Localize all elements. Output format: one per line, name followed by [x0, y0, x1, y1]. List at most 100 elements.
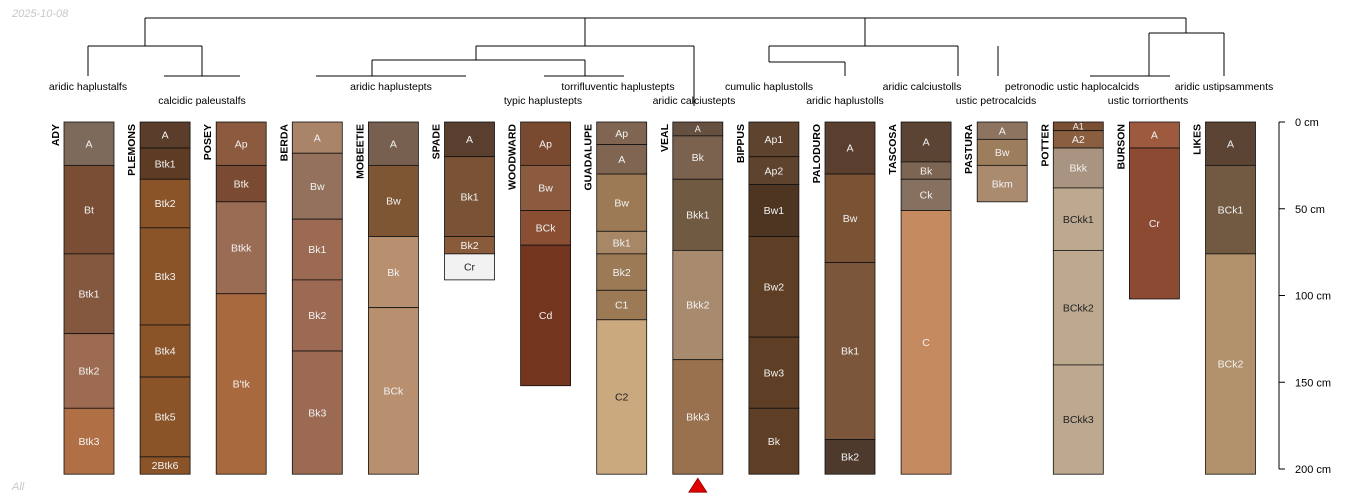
horizon-rect: [520, 164, 571, 211]
profile-name: LIKES: [1192, 124, 1204, 155]
horizon-label: Bk: [768, 436, 781, 448]
horizon-rect: [900, 210, 952, 475]
horizon-label: Cr: [464, 262, 476, 274]
horizon-rect: [139, 121, 191, 149]
horizon-label: C1: [615, 300, 629, 312]
horizon-rect: [824, 262, 876, 440]
horizon-rect: [900, 178, 952, 211]
horizon-label: Bw3: [764, 367, 785, 379]
horizon-label: Ck: [920, 190, 934, 202]
marker-triangle: [688, 477, 708, 493]
horizon-rect: [139, 147, 191, 180]
horizon-rect: [748, 156, 800, 185]
horizon-rect: [672, 178, 724, 251]
depth-tick-label: 150 cm: [1295, 377, 1331, 389]
taxonomic-label: aridic calciustepts: [653, 95, 736, 107]
horizon-label: A: [846, 143, 853, 155]
horizon-rect: [748, 407, 800, 475]
horizon-label: Bk: [920, 165, 933, 177]
taxonomic-label: aridic ustipsamments: [1175, 81, 1274, 93]
profile-name: ADY: [50, 124, 62, 146]
horizon-rect: [63, 121, 115, 166]
taxonomic-label: cumulic haplustolls: [725, 81, 813, 93]
horizon-label: Btk2: [78, 366, 99, 378]
horizon-label: Bw: [843, 213, 858, 225]
profile-name: BERDA: [278, 124, 290, 162]
horizon-label: Ap1: [765, 134, 784, 146]
profile-name: GUADALUPE: [583, 124, 595, 191]
horizon-label: A: [695, 124, 701, 134]
horizon-label: Bw: [310, 181, 325, 193]
horizon-rect: [824, 173, 876, 263]
taxonomic-label: aridic calciustolls: [883, 81, 962, 93]
horizon-label: A: [1227, 138, 1234, 150]
horizon-label: BCkk2: [1063, 302, 1094, 314]
horizon-label: 2Btk6: [152, 460, 179, 472]
horizon-rect: [291, 350, 343, 475]
horizon-label: Btk: [234, 178, 250, 190]
horizon-label: Bk1: [613, 237, 631, 249]
horizon-label: A: [466, 134, 473, 146]
profile-name: TASCOSA: [887, 124, 899, 175]
depth-tick-label: 200 cm: [1295, 464, 1331, 476]
horizon-label: BCk: [536, 223, 557, 235]
profile-name: POSEY: [202, 124, 214, 160]
horizon-label: A: [618, 154, 625, 166]
horizon-rect: [672, 249, 724, 361]
taxonomic-label: ustic torriorthents: [1108, 95, 1189, 107]
horizon-label: A: [162, 130, 169, 142]
profile-name: WOODWARD: [507, 124, 519, 190]
horizon-rect: [976, 164, 1028, 203]
horizon-label: Bw: [386, 196, 401, 208]
taxonomic-label: ustic petrocalcids: [956, 95, 1037, 107]
horizon-rect: [367, 307, 419, 475]
horizon-label: Bw1: [764, 205, 785, 217]
horizon-label: Bkk3: [686, 412, 710, 424]
horizon-rect: [215, 293, 267, 475]
horizon-label: Bkk: [1070, 163, 1088, 175]
horizon-label: Bk3: [308, 407, 326, 419]
horizon-rect: [139, 324, 191, 378]
horizon-label: BCk2: [1218, 359, 1244, 371]
horizon-label: Bt: [84, 204, 94, 216]
horizon-rect: [1052, 364, 1104, 475]
profile-name: BURSON: [1115, 124, 1127, 170]
horizon-rect: [596, 173, 648, 232]
horizon-label: BCk1: [1218, 204, 1244, 216]
horizon-rect: [748, 336, 800, 409]
horizon-label: BCkk1: [1063, 214, 1094, 226]
horizon-label: Ap: [615, 128, 628, 140]
profile-name: PALODURO: [811, 124, 823, 183]
horizon-rect: [1052, 249, 1104, 366]
horizon-rect: [63, 253, 115, 335]
date-stamp: 2025-10-08: [12, 8, 69, 20]
horizon-rect: [291, 121, 343, 154]
horizon-rect: [824, 121, 876, 175]
horizon-rect: [367, 164, 419, 237]
horizon-label: Btk4: [155, 346, 176, 358]
horizon-label: Bk2: [613, 267, 631, 279]
horizon-label: Bk: [692, 152, 705, 164]
depth-tick-label: 50 cm: [1295, 204, 1325, 216]
profile-name: SPADE: [431, 124, 443, 159]
horizon-rect: [215, 164, 267, 203]
horizon-label: Bk1: [308, 244, 326, 256]
horizon-label: Btkk: [231, 242, 252, 254]
horizon-label: Bw: [538, 183, 553, 195]
horizon-rect: [444, 156, 495, 237]
horizon-rect: [139, 376, 191, 458]
horizon-label: BCkk3: [1063, 414, 1094, 426]
horizon-label: A: [999, 125, 1006, 137]
horizon-rect: [748, 121, 800, 158]
horizon-rect: [1052, 147, 1104, 189]
horizon-label: Bk2: [460, 240, 478, 252]
horizon-label: B'tk: [233, 379, 251, 391]
horizon-label: Bw: [614, 197, 629, 209]
horizon-label: C: [922, 337, 930, 349]
taxonomic-label: aridic haplustolls: [806, 95, 884, 107]
horizon-rect: [1052, 187, 1104, 251]
horizon-label: Bk2: [841, 452, 859, 464]
taxonomic-label: petronodic ustic haplocalcids: [1005, 81, 1139, 93]
horizon-rect: [1129, 121, 1180, 149]
